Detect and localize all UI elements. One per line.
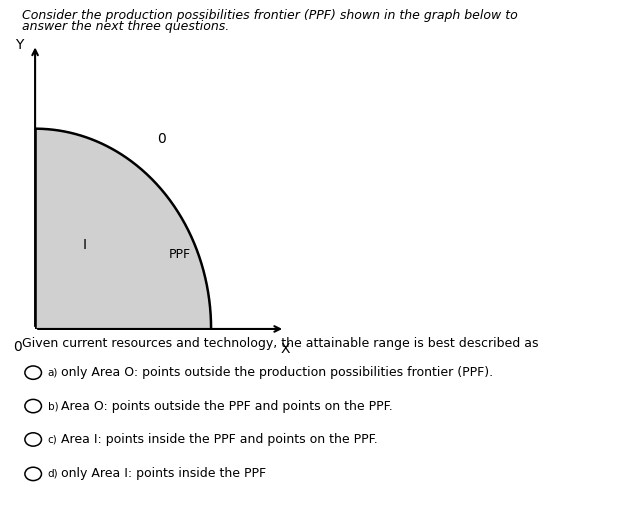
Text: a): a)	[48, 368, 58, 378]
Polygon shape	[35, 128, 211, 329]
Text: only Area O: points outside the production possibilities frontier (PPF).: only Area O: points outside the producti…	[61, 366, 493, 379]
Text: Y: Y	[15, 38, 24, 51]
Text: I: I	[82, 238, 86, 252]
Text: Consider the production possibilities frontier (PPF) shown in the graph below to: Consider the production possibilities fr…	[22, 9, 518, 22]
Text: 0: 0	[13, 340, 22, 354]
Text: Given current resources and technology, the attainable range is best described a: Given current resources and technology, …	[22, 337, 539, 350]
Text: Area O: points outside the PPF and points on the PPF.: Area O: points outside the PPF and point…	[61, 399, 392, 413]
Text: d): d)	[48, 469, 59, 479]
Text: b): b)	[48, 401, 59, 411]
Text: answer the next three questions.: answer the next three questions.	[22, 20, 230, 32]
Text: Area I: points inside the PPF and points on the PPF.: Area I: points inside the PPF and points…	[61, 433, 377, 446]
Text: 0: 0	[158, 132, 166, 145]
Text: X: X	[280, 342, 290, 356]
Text: only Area I: points inside the PPF: only Area I: points inside the PPF	[61, 467, 266, 481]
Text: PPF: PPF	[169, 248, 191, 261]
Text: c): c)	[48, 434, 57, 445]
